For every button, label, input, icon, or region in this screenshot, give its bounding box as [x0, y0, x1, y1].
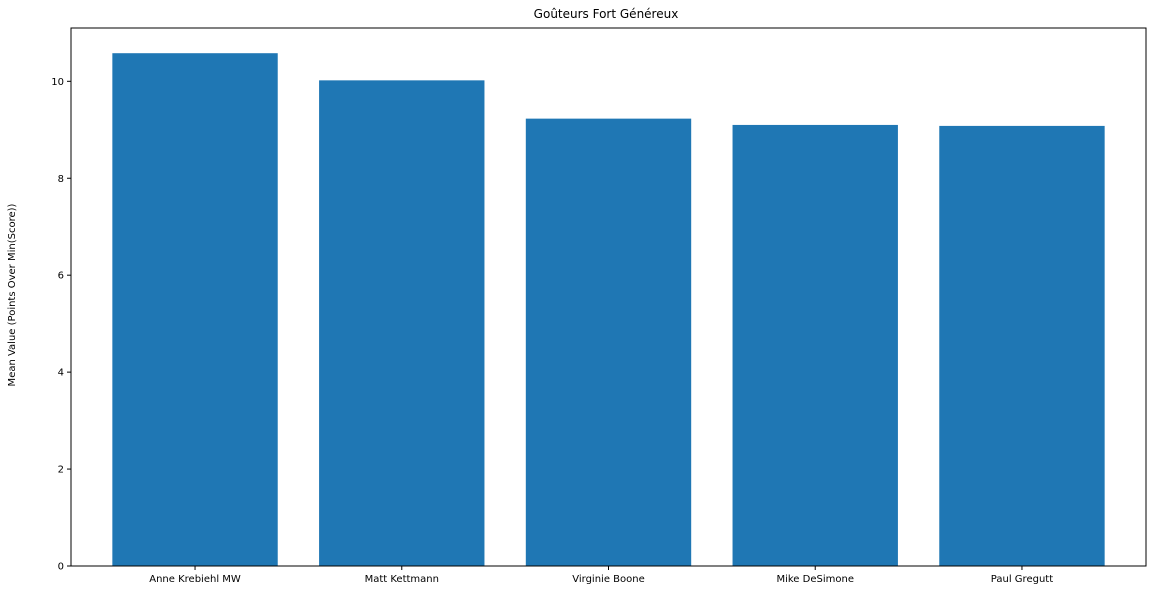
x-tick-label: Matt Kettmann	[365, 574, 439, 585]
bars-group	[112, 53, 1105, 566]
x-tick-label: Mike DeSimone	[776, 574, 854, 585]
x-tick-label: Virginie Boone	[572, 574, 645, 585]
chart-title: Goûteurs Fort Généreux	[534, 7, 679, 21]
x-tick-label: Anne Krebiehl MW	[149, 574, 241, 585]
bar-0	[112, 53, 278, 566]
bar-1	[319, 80, 485, 566]
y-tick-label: 2	[58, 465, 64, 476]
x-axis-ticks: Anne Krebiehl MW Matt Kettmann Virginie Bo…	[149, 566, 1053, 585]
plot-frame	[70, 27, 1147, 567]
y-tick-label: 10	[51, 77, 64, 88]
y-axis-ticks: 0 2 4 6 8 10	[51, 77, 71, 573]
y-axis-label: Mean Value (Points Over Min(Score))	[7, 203, 18, 386]
y-tick-label: 0	[58, 562, 64, 573]
y-tick-label: 6	[58, 271, 64, 282]
bar-4	[939, 125, 1105, 566]
x-tick-label: Paul Gregutt	[991, 574, 1053, 585]
y-tick-label: 4	[58, 368, 64, 379]
y-tick-label: 8	[58, 174, 64, 185]
bar-3	[732, 124, 898, 566]
bar-2	[525, 118, 692, 566]
